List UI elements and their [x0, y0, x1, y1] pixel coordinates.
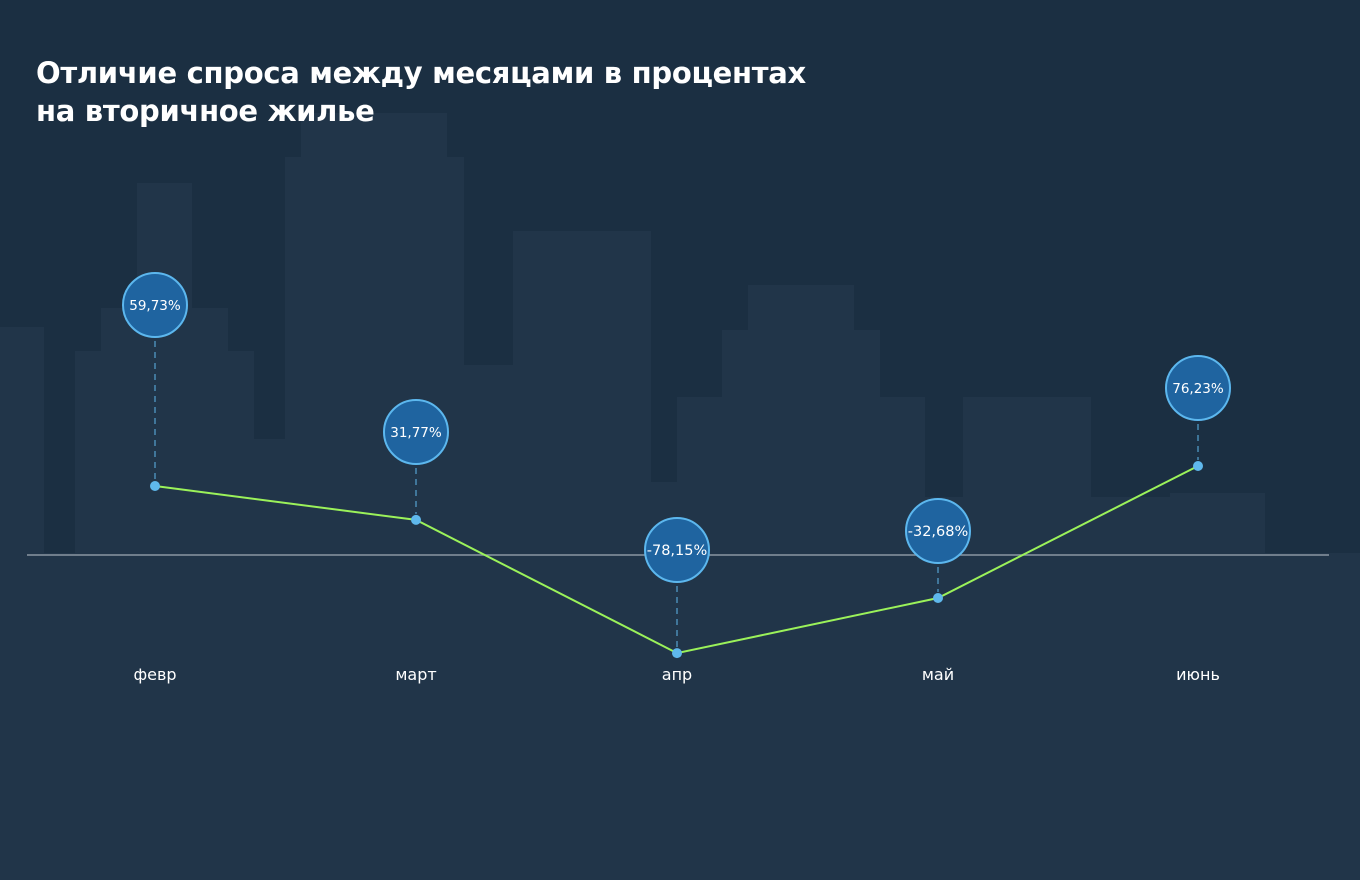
value-bubble-2: [644, 517, 710, 583]
skyline-block-4: [228, 351, 254, 553]
value-label-0: 59,73%: [129, 298, 181, 314]
value-label-3: -32,68%: [908, 524, 969, 540]
chart-title: Отличие спроса между месяцами в процента…: [36, 54, 806, 130]
skyline-block-19: [0, 553, 1360, 880]
skyline-block-7: [301, 113, 447, 553]
x-tick-label-3: май: [922, 665, 954, 684]
chart-title-line-1: Отличие спроса между месяцами в процента…: [36, 56, 806, 90]
chart-title-line-2: на вторичное жилье: [36, 94, 375, 128]
data-point-апр: [672, 648, 682, 659]
value-label-1: 31,77%: [390, 425, 442, 441]
x-tick-label-4: июнь: [1176, 665, 1220, 684]
data-point-март: [411, 514, 421, 525]
value-bubble-4: [1165, 355, 1231, 421]
value-labels: 59,73% 31,77% -78,15% -32,68% 76,23%: [122, 272, 1231, 583]
value-label-4: 76,23%: [1172, 381, 1224, 397]
data-point-июнь: [1193, 461, 1203, 471]
skyline-block-8: [464, 365, 513, 553]
skyline-block-0: [0, 327, 44, 553]
x-axis-tick-labels: февр март апр май июнь: [133, 665, 1219, 684]
x-tick-label-2: апр: [662, 665, 692, 684]
skyline-block-13: [748, 285, 854, 553]
skyline-block-3: [137, 183, 192, 553]
value-connector-lines: [154, 341, 1199, 648]
data-point-февр: [150, 481, 160, 491]
data-point-май: [933, 593, 943, 604]
value-bubble-1: [383, 399, 449, 465]
data-points: [150, 461, 1203, 659]
x-tick-label-0: февр: [133, 665, 176, 684]
skyline-block-16: [963, 397, 1091, 566]
value-bubble-3: [905, 498, 971, 564]
city-skyline-background: [0, 113, 1360, 880]
skyline-block-9: [513, 231, 651, 553]
x-tick-label-1: март: [395, 665, 436, 684]
value-label-2: -78,15%: [647, 543, 708, 559]
value-bubble-0: [122, 272, 188, 338]
